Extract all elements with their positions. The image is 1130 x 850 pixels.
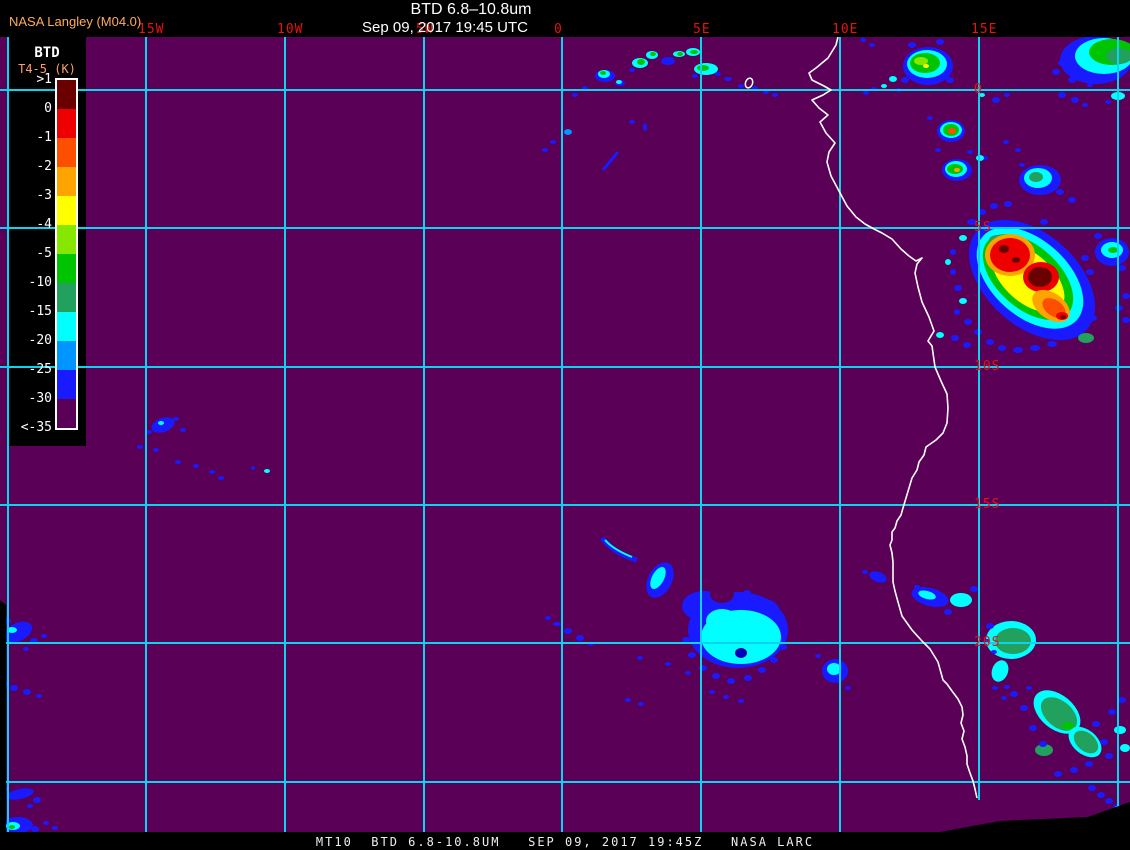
legend-color-segment (57, 109, 76, 138)
clouds-southeast-field (862, 570, 1130, 815)
legend-tick-label: -30 (28, 391, 52, 406)
legend-color-segment (57, 370, 76, 399)
legend-tick-label: -20 (28, 333, 52, 348)
legend-color-segment (57, 225, 76, 254)
legend-tick-label: -3 (36, 188, 52, 203)
legend-color-segment (57, 399, 76, 428)
legend-tick-label: >1 (36, 72, 52, 87)
legend-color-segment (57, 167, 76, 196)
legend-title: BTD (34, 45, 60, 61)
map-background (0, 37, 1130, 832)
legend-tick-label: 0 (44, 101, 52, 116)
footer-bar: MT10 BTD 6.8-10.8UM SEP 09, 2017 19:45Z … (0, 832, 1130, 850)
island-outline (744, 77, 754, 89)
legend-color-segment (57, 138, 76, 167)
legend-tick-label: -2 (36, 159, 52, 174)
cloud-central-comma (545, 536, 851, 706)
legend-tick-label: -10 (28, 275, 52, 290)
legend-tick-label: -15 (28, 304, 52, 319)
timestamp-subtitle: Sep 09, 2017 19:45 UTC (362, 19, 528, 36)
legend-tick-label: -1 (36, 130, 52, 145)
specks-southwest (2, 618, 58, 833)
legend-color-segment (57, 254, 76, 283)
graticule-lines (0, 37, 1130, 832)
storm-cluster-5s (936, 201, 1130, 353)
legend-tick-label: -4 (36, 217, 52, 232)
product-version-label: NASA Langley (M04.0) (9, 14, 142, 29)
legend-tick-label: -5 (36, 246, 52, 261)
legend-color-segment (57, 80, 76, 109)
legend-color-segment (57, 283, 76, 312)
legend-color-segment (57, 196, 76, 225)
legend-tick-label: -25 (28, 362, 52, 377)
page-title: BTD 6.8–10.8um (410, 1, 532, 18)
scan-edge-bottom-left (0, 600, 6, 832)
header-bar (0, 0, 1130, 37)
legend-units-label: T4-5 (K) (18, 62, 76, 76)
legend-tick-label: <-35 (20, 420, 52, 435)
footer-status-text: MT10 BTD 6.8-10.8UM SEP 09, 2017 19:45Z … (315, 835, 815, 849)
legend-color-segment (57, 341, 76, 370)
legend-color-bar (55, 78, 78, 430)
scan-edge-bottom-right (940, 802, 1130, 832)
colorbar-legend: BTD T4-5 (K) >1 0 -1 -2 -3 -4 -5 -10 -15 -20 -25 -3… (8, 37, 86, 446)
coastline-africa (808, 36, 978, 799)
legend-color-segment (57, 312, 76, 341)
